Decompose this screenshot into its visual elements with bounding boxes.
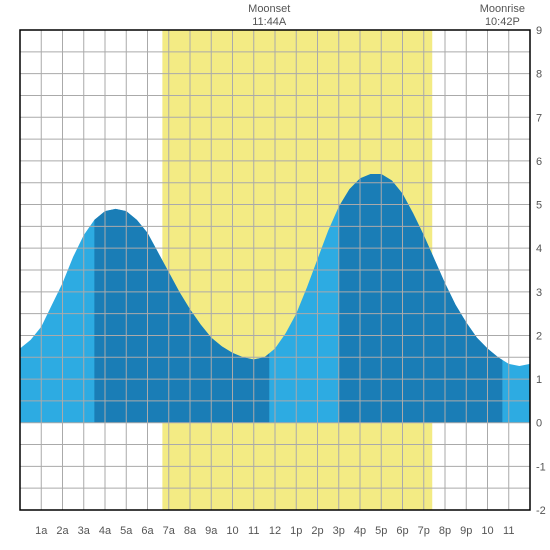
x-tick-label: 5a	[120, 525, 133, 537]
y-tick-label: -1	[536, 461, 546, 473]
x-tick-label: 11	[248, 525, 259, 537]
y-tick-label: 9	[536, 25, 542, 37]
x-tick-label: 10	[226, 525, 238, 537]
y-tick-label: 1	[536, 374, 542, 386]
x-tick-label: 12	[269, 525, 281, 537]
x-tick-label: 1p	[290, 525, 302, 537]
y-tick-label: 5	[536, 200, 542, 212]
y-tick-label: 2	[536, 330, 542, 342]
x-tick-label: 7p	[418, 525, 430, 537]
moonrise-label: Moonrise	[480, 3, 525, 15]
x-tick-label: 8p	[439, 525, 451, 537]
x-tick-label: 2a	[56, 525, 69, 537]
y-tick-label: 4	[536, 243, 542, 255]
x-tick-label: 3a	[78, 525, 91, 537]
moonset-label: Moonset	[248, 3, 290, 15]
x-tick-label: 9p	[460, 525, 472, 537]
y-tick-label: 6	[536, 156, 542, 168]
x-tick-label: 8a	[184, 525, 197, 537]
tide-chart: -2-101234567891a2a3a4a5a6a7a8a9a1011121p…	[0, 0, 550, 550]
x-tick-label: 4a	[99, 525, 112, 537]
moonset-label-time: 11:44A	[252, 16, 287, 28]
moonrise-label-time: 10:42P	[485, 16, 520, 28]
x-tick-label: 11	[503, 525, 514, 537]
x-tick-label: 1a	[35, 525, 48, 537]
chart-svg: -2-101234567891a2a3a4a5a6a7a8a9a1011121p…	[0, 0, 550, 550]
x-tick-label: 9a	[205, 525, 218, 537]
x-tick-label: 5p	[375, 525, 387, 537]
y-tick-label: -2	[536, 505, 546, 517]
x-tick-label: 6a	[141, 525, 154, 537]
y-tick-label: 3	[536, 287, 542, 299]
x-tick-label: 10	[481, 525, 493, 537]
x-tick-label: 7a	[163, 525, 176, 537]
y-tick-label: 7	[536, 112, 542, 124]
x-tick-label: 3p	[333, 525, 345, 537]
x-tick-label: 2p	[311, 525, 323, 537]
y-tick-label: 8	[536, 69, 542, 81]
y-tick-label: 0	[536, 418, 542, 430]
x-tick-label: 6p	[396, 525, 408, 537]
x-tick-label: 4p	[354, 525, 366, 537]
